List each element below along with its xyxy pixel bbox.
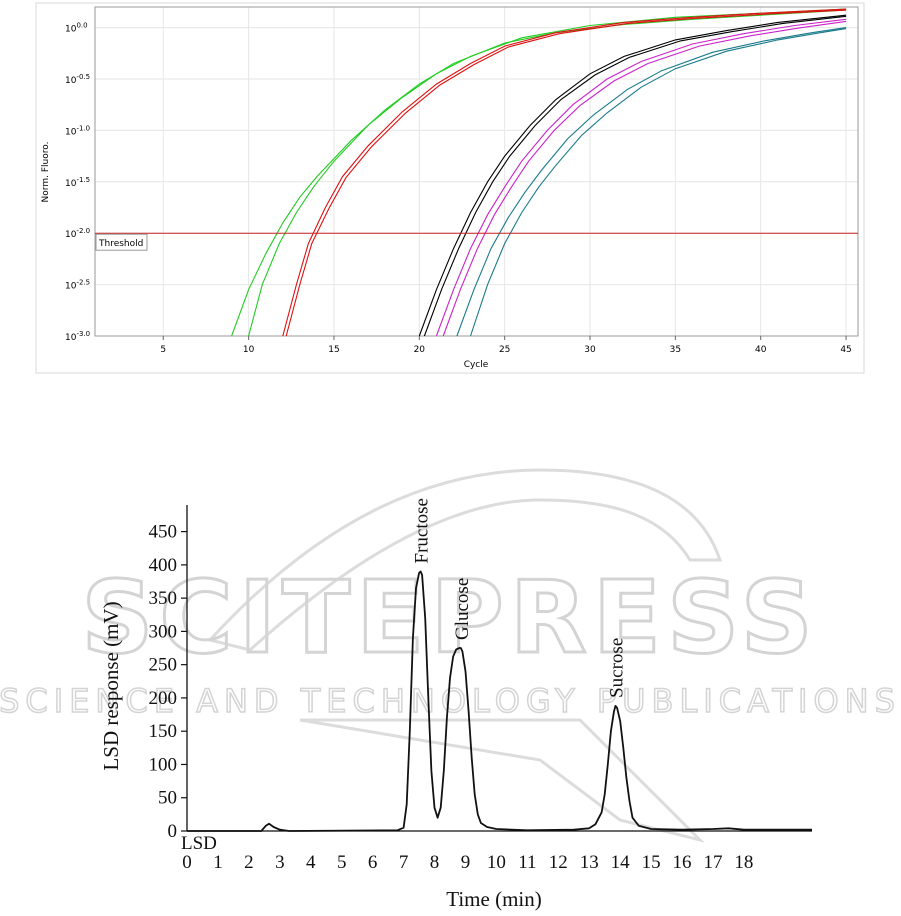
x-tick-label: 5 — [337, 852, 347, 873]
chart2-y-axis-label: LSD response (mV) — [99, 601, 123, 770]
x-tick-label: 10 — [243, 345, 255, 355]
y-tick-label: 150 — [149, 721, 178, 742]
watermark-title: SCITEPRESS — [81, 559, 818, 676]
y-tick-label: 200 — [149, 688, 178, 709]
peak-label: Sucrose — [607, 638, 628, 698]
amplification-curve — [456, 27, 847, 337]
chart2-series — [187, 570, 812, 832]
amplification-curve — [469, 28, 847, 337]
watermark: SCITEPRESS SCIENCE AND TECHNOLOGY PUBLIC… — [0, 468, 901, 843]
threshold-label: Threshold — [98, 239, 143, 249]
x-tick-label: 45 — [840, 345, 851, 355]
y-tick-label: 10-2.0 — [65, 227, 90, 240]
watermark-logo-arrow — [299, 718, 705, 843]
x-tick-label: 25 — [499, 345, 510, 355]
x-tick-label: 0 — [182, 852, 192, 873]
y-tick-label: 450 — [149, 522, 178, 543]
chart1-grid — [95, 7, 858, 337]
watermark-subtitle: SCIENCE AND TECHNOLOGY PUBLICATIONS — [0, 682, 901, 720]
x-tick-label: 3 — [275, 852, 285, 873]
x-tick-label: 15 — [642, 852, 661, 873]
x-tick-label: 4 — [306, 852, 316, 873]
threshold-label-box — [95, 233, 148, 251]
x-tick-label: 15 — [328, 345, 339, 355]
chart1-series — [231, 8, 847, 337]
y-tick-label: 400 — [149, 555, 178, 576]
chart2-x-axis-label: Time (min) — [446, 887, 541, 911]
y-tick-label: 10-1.0 — [65, 124, 90, 137]
watermark-logo-swoosh — [207, 468, 723, 652]
chart1-plot-area — [94, 6, 859, 337]
x-tick-label: 35 — [670, 345, 681, 355]
x-tick-label: 40 — [755, 345, 767, 355]
x-tick-label: 11 — [518, 852, 536, 873]
amplification-curve — [442, 20, 847, 337]
chart1-frame — [35, 2, 865, 374]
chart1-x-ticks: 5 10 15 20 25 30 35 40 45 — [160, 336, 852, 355]
amplification-curve — [248, 8, 847, 337]
y-tick-label: 50 — [158, 788, 177, 809]
chart2-y-ticks: 0 50 100 150 200 250 300 350 400 450 — [149, 522, 187, 842]
y-tick-label: 350 — [149, 588, 178, 609]
x-tick-label: 12 — [549, 852, 568, 873]
trace-label: LSD — [181, 833, 217, 854]
chromatogram-trace — [187, 570, 812, 832]
x-tick-label: 14 — [611, 852, 631, 873]
x-tick-label: 1 — [213, 852, 223, 873]
x-tick-label: 30 — [584, 345, 596, 355]
chart2-x-ticks: 0 1 2 3 4 5 6 7 8 9 10 11 12 13 14 15 16 17 18 — [182, 852, 753, 873]
amplification-chart: Threshold 5 10 15 20 25 30 35 40 45 100.010-0.51… — [35, 2, 865, 374]
amplification-curve — [285, 9, 847, 337]
amplification-curve — [435, 18, 847, 337]
x-tick-label: 17 — [703, 852, 722, 873]
peak-label: Fructose — [412, 498, 433, 563]
y-tick-label: 10-1.5 — [65, 176, 90, 189]
chart1-y-ticks: 100.0 10-0.5 10-1.0 10-1.5 10-2.0 10-2.5 10-3.… — [65, 22, 90, 343]
x-tick-label: 18 — [734, 852, 753, 873]
y-tick-label: 10-2.5 — [65, 279, 90, 292]
y-tick-label: 10-0.5 — [65, 73, 90, 86]
peak-label: Glucose — [452, 578, 473, 640]
y-tick-label: 100 — [149, 754, 178, 775]
y-tick-label: 0 — [168, 821, 178, 842]
x-tick-label: 13 — [580, 852, 599, 873]
y-tick-label: 100.0 — [65, 22, 88, 35]
threshold: Threshold — [95, 232, 858, 251]
x-tick-label: 5 — [160, 345, 166, 355]
peak-labels: Fructose Glucose Sucrose — [412, 498, 628, 698]
x-tick-label: 20 — [414, 345, 426, 355]
amplification-curve — [418, 14, 847, 337]
amplification-curve — [423, 15, 847, 337]
y-tick-label: 300 — [149, 621, 178, 642]
chart1-x-axis-label: Cycle — [464, 360, 489, 370]
x-tick-label: 8 — [430, 852, 440, 873]
y-tick-label: 250 — [149, 655, 178, 676]
x-tick-label: 16 — [673, 852, 692, 873]
x-tick-label: 7 — [399, 852, 409, 873]
amplification-curve — [282, 8, 847, 337]
chart1-y-axis-label: Norm. Fluoro. — [41, 142, 51, 203]
x-tick-label: 2 — [244, 852, 254, 873]
y-tick-label: 10-3.0 — [65, 330, 90, 343]
x-tick-label: 10 — [487, 852, 506, 873]
x-tick-label: 9 — [461, 852, 471, 873]
x-tick-label: 6 — [368, 852, 378, 873]
